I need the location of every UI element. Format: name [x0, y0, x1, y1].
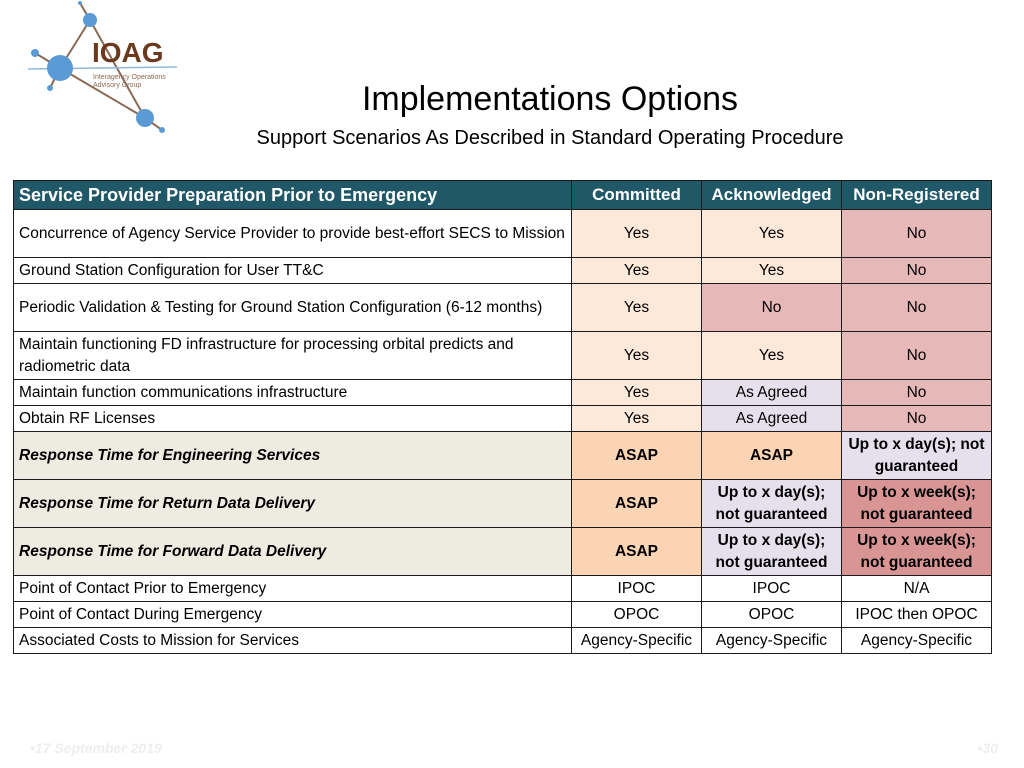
- cell-acknowledged: Up to x day(s); not guaranteed: [701, 479, 842, 528]
- table-row: Maintain functioning FD infrastructure f…: [13, 331, 992, 380]
- row-label: Point of Contact During Emergency: [13, 601, 572, 628]
- cell-non-registered: No: [841, 283, 992, 332]
- cell-acknowledged: No: [701, 283, 842, 332]
- row-label: Concurrence of Agency Service Provider t…: [13, 209, 572, 258]
- cell-non-registered: Up to x week(s); not guaranteed: [841, 479, 992, 528]
- cell-acknowledged: Up to x day(s); not guaranteed: [701, 527, 842, 576]
- column-header-committed: Committed: [571, 180, 702, 210]
- cell-committed: Agency-Specific: [571, 627, 702, 654]
- cell-non-registered: Up to x week(s); not guaranteed: [841, 527, 992, 576]
- table-row: Maintain function communications infrast…: [13, 379, 992, 406]
- table-row: Response Time for Return Data Delivery AS…: [13, 479, 992, 528]
- table-row: Concurrence of Agency Service Provider t…: [13, 209, 992, 258]
- row-label: Obtain RF Licenses: [13, 405, 572, 432]
- cell-non-registered: Up to x day(s); not guaranteed: [841, 431, 992, 480]
- cell-acknowledged: IPOC: [701, 575, 842, 602]
- column-header-preparation: Service Provider Preparation Prior to Em…: [13, 180, 572, 210]
- page-subtitle: Support Scenarios As Described in Standa…: [256, 127, 844, 149]
- row-label: Periodic Validation & Testing for Ground…: [13, 283, 572, 332]
- table-row: Response Time for Forward Data Delivery A…: [13, 527, 992, 576]
- svg-text:Interagency Operations: Interagency Operations: [93, 74, 166, 81]
- cell-acknowledged: Yes: [701, 209, 842, 258]
- column-header-acknowledged: Acknowledged: [701, 180, 842, 210]
- cell-non-registered: Agency-Specific: [841, 627, 992, 654]
- footer-page-text: 30: [982, 740, 998, 756]
- row-label: Response Time for Forward Data Delivery: [13, 527, 572, 576]
- table-row: Response Time for Engineering Services AS…: [13, 431, 992, 480]
- cell-committed: OPOC: [571, 601, 702, 628]
- svg-text:Advisory Group: Advisory Group: [93, 82, 141, 89]
- cell-acknowledged: As Agreed: [701, 405, 842, 432]
- column-header-non-registered: Non-Registered: [841, 180, 992, 210]
- cell-non-registered: No: [841, 209, 992, 258]
- cell-acknowledged: Agency-Specific: [701, 627, 842, 654]
- cell-committed: Yes: [571, 283, 702, 332]
- cell-acknowledged: As Agreed: [701, 379, 842, 406]
- cell-acknowledged: Yes: [701, 331, 842, 380]
- cell-committed: IPOC: [571, 575, 702, 602]
- cell-non-registered: No: [841, 405, 992, 432]
- cell-non-registered: No: [841, 257, 992, 284]
- implementation-options-table: Service Provider Preparation Prior to Em…: [13, 180, 992, 654]
- row-label: Response Time for Return Data Delivery: [13, 479, 572, 528]
- cell-non-registered: IPOC then OPOC: [841, 601, 992, 628]
- table-row: Point of Contact During Emergency OPOC OPO…: [13, 601, 992, 628]
- cell-committed: ASAP: [571, 431, 702, 480]
- cell-committed: Yes: [571, 209, 702, 258]
- cell-acknowledged: OPOC: [701, 601, 842, 628]
- page-title: Implementations Options: [361, 80, 739, 118]
- cell-committed: ASAP: [571, 527, 702, 576]
- cell-non-registered: No: [841, 331, 992, 380]
- row-label: Point of Contact Prior to Emergency: [13, 575, 572, 602]
- table-row: Point of Contact Prior to Emergency IPOC I…: [13, 575, 992, 602]
- table-row: Associated Costs to Mission for Services…: [13, 627, 992, 654]
- cell-non-registered: No: [841, 379, 992, 406]
- svg-text:IOAG: IOAG: [92, 37, 164, 68]
- row-label: Associated Costs to Mission for Services: [13, 627, 572, 654]
- cell-acknowledged: Yes: [701, 257, 842, 284]
- ioag-logo: IOAG Interagency Operations Advisory Gro…: [10, 0, 180, 140]
- footer-date: •17 September 2019: [30, 740, 162, 756]
- row-label: Response Time for Engineering Services: [13, 431, 572, 480]
- footer-page-number: •30: [977, 740, 998, 756]
- cell-committed: Yes: [571, 257, 702, 284]
- row-label: Maintain functioning FD infrastructure f…: [13, 331, 572, 380]
- footer-date-text: 17 September 2019: [34, 740, 162, 756]
- cell-committed: Yes: [571, 331, 702, 380]
- cell-acknowledged: ASAP: [701, 431, 842, 480]
- cell-committed: ASAP: [571, 479, 702, 528]
- table-row: Periodic Validation & Testing for Ground…: [13, 283, 992, 332]
- row-label: Ground Station Configuration for User TT…: [13, 257, 572, 284]
- cell-committed: Yes: [571, 405, 702, 432]
- table-row: Ground Station Configuration for User TT…: [13, 257, 992, 284]
- cell-non-registered: N/A: [841, 575, 992, 602]
- table-header-row: Service Provider Preparation Prior to Em…: [13, 180, 992, 210]
- cell-committed: Yes: [571, 379, 702, 406]
- table-row: Obtain RF Licenses Yes As Agreed No: [13, 405, 992, 432]
- row-label: Maintain function communications infrast…: [13, 379, 572, 406]
